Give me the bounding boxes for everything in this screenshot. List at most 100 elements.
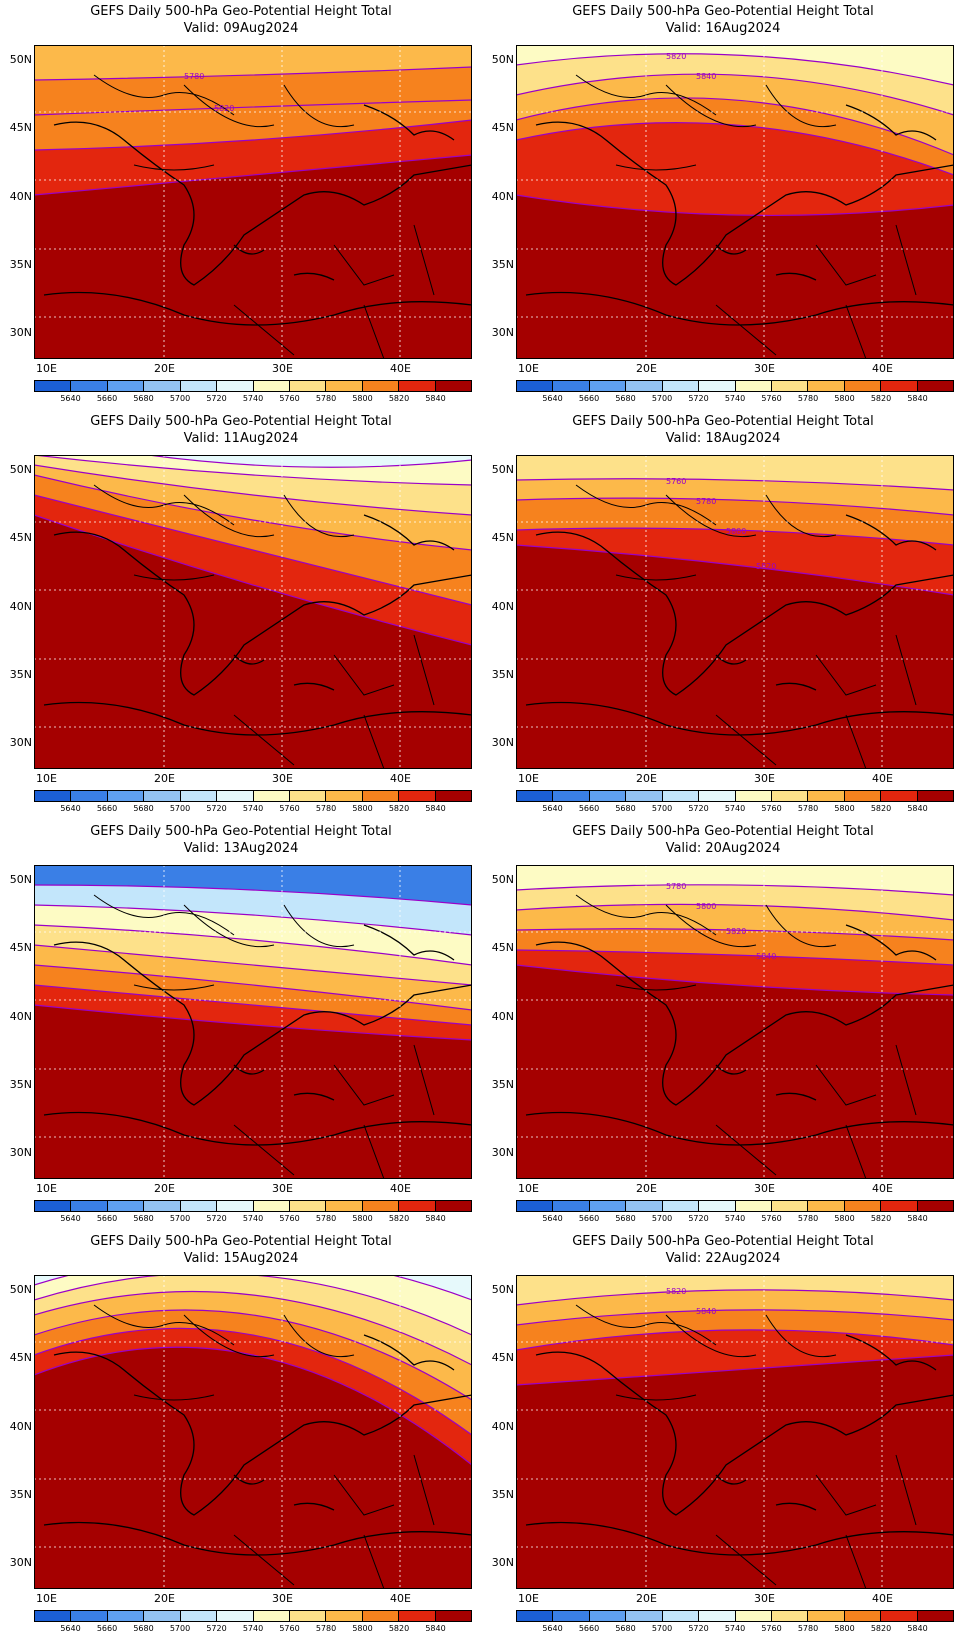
height-map: 5780 5800 5820 5840: [516, 865, 954, 1179]
contour-line: [34, 904, 472, 936]
longitude-label: 10E: [36, 1592, 57, 1605]
contour-line: [34, 1275, 472, 1301]
colorbar-label: 5760: [761, 1624, 782, 1633]
colorbar-label: 5820: [388, 394, 410, 403]
colorbar-label: 5680: [615, 804, 636, 813]
colorbar-swatch: [662, 381, 700, 391]
latitude-label: 35N: [9, 258, 32, 271]
latitude-label: 45N: [491, 121, 514, 134]
contour-line: [516, 903, 954, 921]
colorbar-swatch: [180, 791, 218, 801]
colorbar-swatch: [699, 1611, 736, 1621]
colorbar-swatch: [180, 1201, 218, 1211]
colorbar-label: 5640: [542, 394, 563, 403]
latitude-label: 45N: [491, 531, 514, 544]
colorbar-swatch: [771, 791, 809, 801]
longitude-label: 10E: [518, 362, 539, 375]
colorbar-swatch: [553, 381, 590, 391]
contour-label: 5800: [696, 902, 716, 911]
colorbar-label: 5820: [388, 1624, 410, 1633]
colorbar-label: 5660: [96, 1214, 118, 1223]
map-svg: [34, 1275, 472, 1589]
colorbar-swatch: [289, 1201, 327, 1211]
longitude-label: 40E: [390, 1592, 411, 1605]
coastline: [525, 924, 954, 1146]
colorbar-label: 5820: [870, 1624, 892, 1633]
colorbar-swatch: [626, 381, 663, 391]
colorbar-swatch: [553, 1611, 590, 1621]
colorbar-label: 5820: [870, 804, 892, 813]
colorbar-swatch: [662, 1201, 700, 1211]
latitude-label: 35N: [491, 1078, 514, 1091]
latitude-label: 50N: [9, 1283, 32, 1296]
height-map: 5760 5780 5800 5820: [516, 455, 954, 769]
map-svg: [34, 455, 472, 769]
longitude-label: 20E: [154, 772, 175, 785]
contour-line: [34, 455, 472, 486]
colorbar-swatch: [253, 1611, 290, 1621]
contour-line: [516, 884, 954, 896]
colorbar-swatch: [362, 1611, 400, 1621]
colorbar-swatch: [35, 1201, 72, 1211]
colorbar-swatch: [144, 1201, 181, 1211]
colorbar-label: 5800: [352, 394, 373, 403]
colorbar-swatch: [144, 1611, 181, 1621]
colorbar-label: 5740: [242, 804, 264, 813]
map-svg: 5820 5840: [516, 45, 954, 359]
colorbar-label: 5700: [651, 804, 673, 813]
longitude-label: 30E: [272, 1182, 293, 1195]
colorbar-label: 5840: [907, 1624, 928, 1633]
colorbar-swatch: [881, 1611, 918, 1621]
colorbar-label: 5780: [315, 1214, 337, 1223]
colorbar-swatch: [517, 1611, 554, 1621]
panel-title: GEFS Daily 500-hPa Geo-Potential Height …: [572, 4, 874, 19]
contour-line: [516, 194, 954, 217]
colorbar-swatch: [626, 1201, 663, 1211]
colorbar-swatch: [662, 791, 700, 801]
colorbar-label: 5700: [651, 394, 673, 403]
colorbar-label: 5760: [279, 804, 300, 813]
contour-line: [34, 1327, 472, 1436]
map-panel: GEFS Daily 500-hPa Geo-Potential Height …: [0, 0, 482, 410]
latitude-label: 35N: [491, 258, 514, 271]
colorbar-label: 5640: [542, 1214, 563, 1223]
colorbar-label: 5700: [169, 1624, 191, 1633]
longitude-label: 20E: [636, 772, 657, 785]
colorbar-swatch: [71, 1611, 108, 1621]
colorbar-swatch: [589, 1611, 627, 1621]
height-band: [34, 1275, 472, 1300]
colorbar-swatch: [435, 1611, 472, 1621]
colorbar-label: 5800: [352, 1214, 373, 1223]
coastline: [525, 104, 954, 326]
colorbar-label: 5760: [279, 1214, 300, 1223]
colorbar-label: 5680: [133, 804, 154, 813]
contour-line: [34, 1275, 472, 1336]
colorbar-label: 5760: [761, 1214, 782, 1223]
map-svg: 5760 5780 5800 5820: [516, 455, 954, 769]
colorbar-swatch: [107, 381, 145, 391]
colorbar-label: 5800: [352, 804, 373, 813]
contour-line: [516, 73, 954, 116]
colorbar-swatch: [917, 1611, 954, 1621]
contour-line: [34, 964, 472, 1011]
height-band: [34, 865, 472, 905]
longitude-label: 10E: [36, 362, 57, 375]
coastline: [43, 1334, 472, 1556]
longitude-label: 40E: [390, 362, 411, 375]
colorbar-swatch: [808, 1201, 845, 1211]
coastline: [43, 104, 472, 326]
latitude-label: 45N: [491, 1351, 514, 1364]
colorbar-swatch: [844, 791, 882, 801]
colorbar-swatch: [326, 1201, 363, 1211]
colorbar-swatch: [144, 381, 181, 391]
height-band: [516, 865, 954, 895]
latitude-label: 40N: [491, 1010, 514, 1023]
panel-valid-date: Valid: 16Aug2024: [665, 21, 781, 36]
colorbar-label: 5720: [206, 1214, 227, 1223]
colorbar-label: 5640: [60, 1214, 81, 1223]
colorbar-label: 5840: [907, 394, 928, 403]
latitude-label: 30N: [9, 326, 32, 339]
colorbar-swatch: [362, 381, 400, 391]
contour-line: [34, 884, 472, 906]
colorbar-label: 5780: [797, 1214, 819, 1223]
